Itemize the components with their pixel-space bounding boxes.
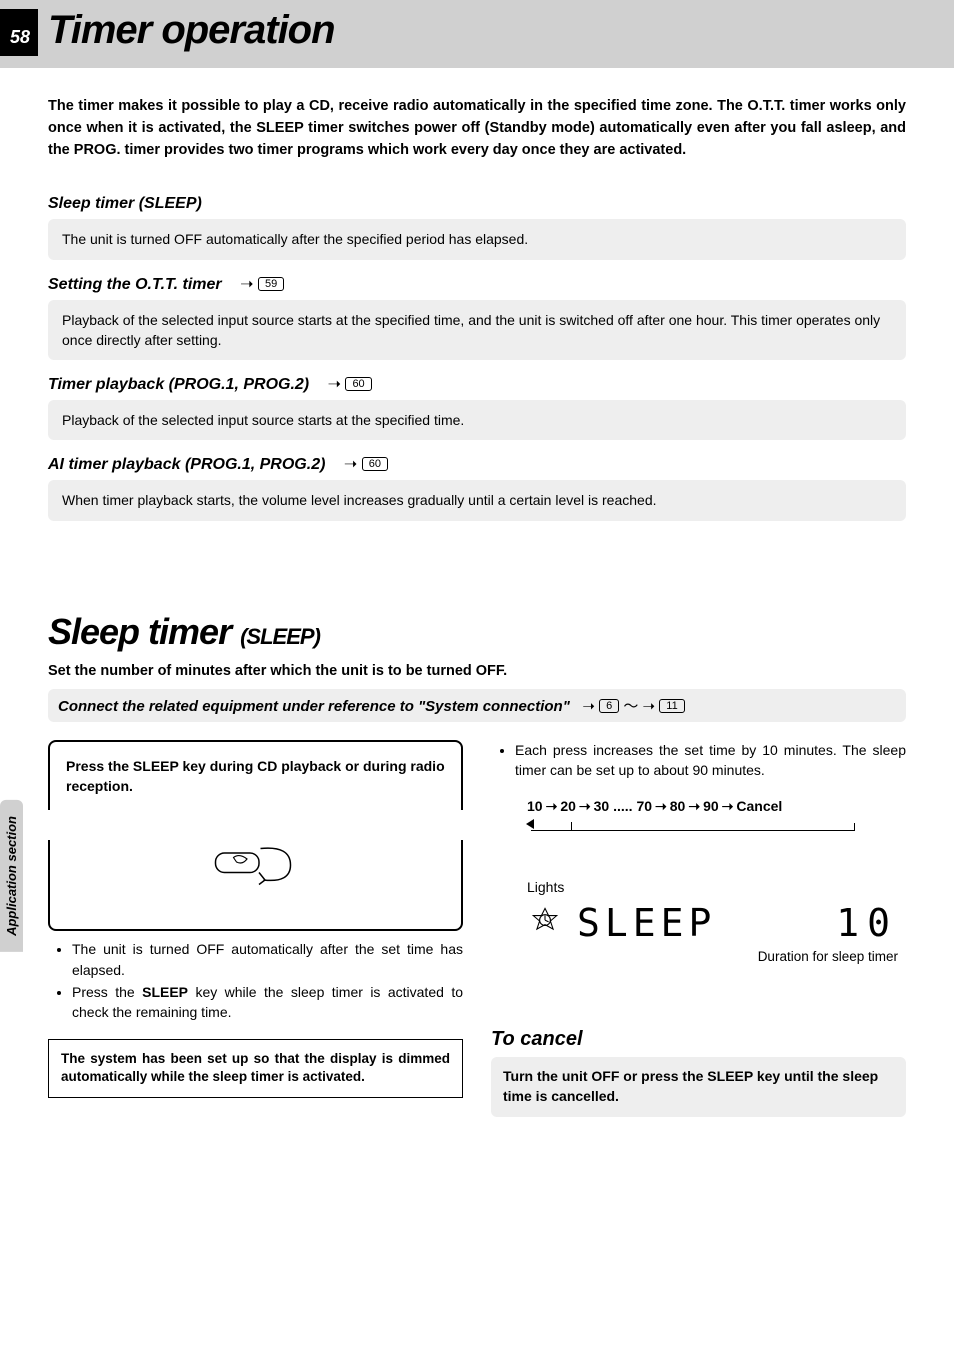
connect-bar: Connect the related equipment under refe…: [48, 689, 906, 722]
right-column: Each press increases the set time by 10 …: [491, 740, 906, 1117]
heading-text: AI timer playback (PROG.1, PROG.2): [48, 456, 325, 473]
subsection-heading: Sleep timer (SLEEP): [48, 195, 906, 213]
key-icon: [211, 840, 301, 890]
press-step: Press the SLEEP key during CD playback o…: [48, 740, 463, 932]
list-item: The unit is turned OFF automatically aft…: [72, 939, 463, 980]
time-sequence: 10➝20➝30 ..... 70➝80➝90➝Cancel: [527, 798, 906, 815]
section-title: Sleep timer (SLEEP): [48, 611, 906, 653]
display-text: SLEEP: [577, 901, 716, 945]
loop-line: [531, 821, 854, 831]
subsection-desc: The unit is turned OFF automatically aft…: [48, 219, 906, 259]
clock-icon: [527, 903, 563, 944]
main-content: The timer makes it possible to play a CD…: [0, 96, 954, 1157]
subsection-desc: Playback of the selected input source st…: [48, 300, 906, 361]
section-title-main: Sleep timer: [48, 611, 231, 652]
display-value: 10: [836, 901, 906, 945]
subsection-heading: Setting the O.T.T. timer ➝ 59: [48, 274, 906, 294]
heading-text: Sleep timer (SLEEP): [48, 195, 202, 212]
lcd-display: SLEEP 10: [527, 901, 906, 945]
subsection-desc: When timer playback starts, the volume l…: [48, 480, 906, 520]
page-ref: 60: [345, 377, 371, 391]
set-line: Set the number of minutes after which th…: [48, 663, 906, 679]
dim-note: The system has been set up so that the d…: [48, 1039, 463, 1099]
page-ref: 11: [659, 699, 684, 713]
intro-paragraph: The timer makes it possible to play a CD…: [48, 96, 906, 161]
cancel-instruction: Turn the unit OFF or press the SLEEP key…: [491, 1057, 906, 1116]
left-column: Press the SLEEP key during CD playback o…: [48, 740, 463, 1117]
subsection-heading: Timer playback (PROG.1, PROG.2) ➝ 60: [48, 374, 906, 394]
subsection-heading: AI timer playback (PROG.1, PROG.2) ➝ 60: [48, 454, 906, 474]
page-ref: 6: [599, 699, 619, 713]
left-bullets: The unit is turned OFF automatically aft…: [48, 939, 463, 1024]
heading-text: Timer playback (PROG.1, PROG.2): [48, 376, 309, 393]
connect-label: Connect the related equipment under refe…: [58, 698, 570, 715]
duration-label: Duration for sleep timer: [491, 949, 898, 964]
page-ref: 59: [258, 277, 284, 291]
each-press: Each press increases the set time by 10 …: [491, 740, 906, 781]
page-title: Timer operation: [48, 8, 335, 53]
section-title-paren: (SLEEP): [240, 624, 320, 649]
subsection-desc: Playback of the selected input source st…: [48, 400, 906, 440]
header-bar: 58 Timer operation: [0, 0, 954, 68]
page-number: 58: [0, 9, 38, 56]
side-tab: Application section: [0, 800, 23, 952]
page-ref: 60: [362, 457, 388, 471]
to-cancel-heading: To cancel: [491, 1028, 906, 1051]
heading-text: Setting the O.T.T. timer: [48, 276, 222, 293]
sleep-key-illustration: [66, 840, 445, 895]
list-item: Press the SLEEP key while the sleep time…: [72, 982, 463, 1023]
lights-label: Lights: [527, 879, 906, 895]
press-instruction: Press the SLEEP key during CD playback o…: [48, 740, 463, 811]
list-item: Each press increases the set time by 10 …: [515, 740, 906, 781]
